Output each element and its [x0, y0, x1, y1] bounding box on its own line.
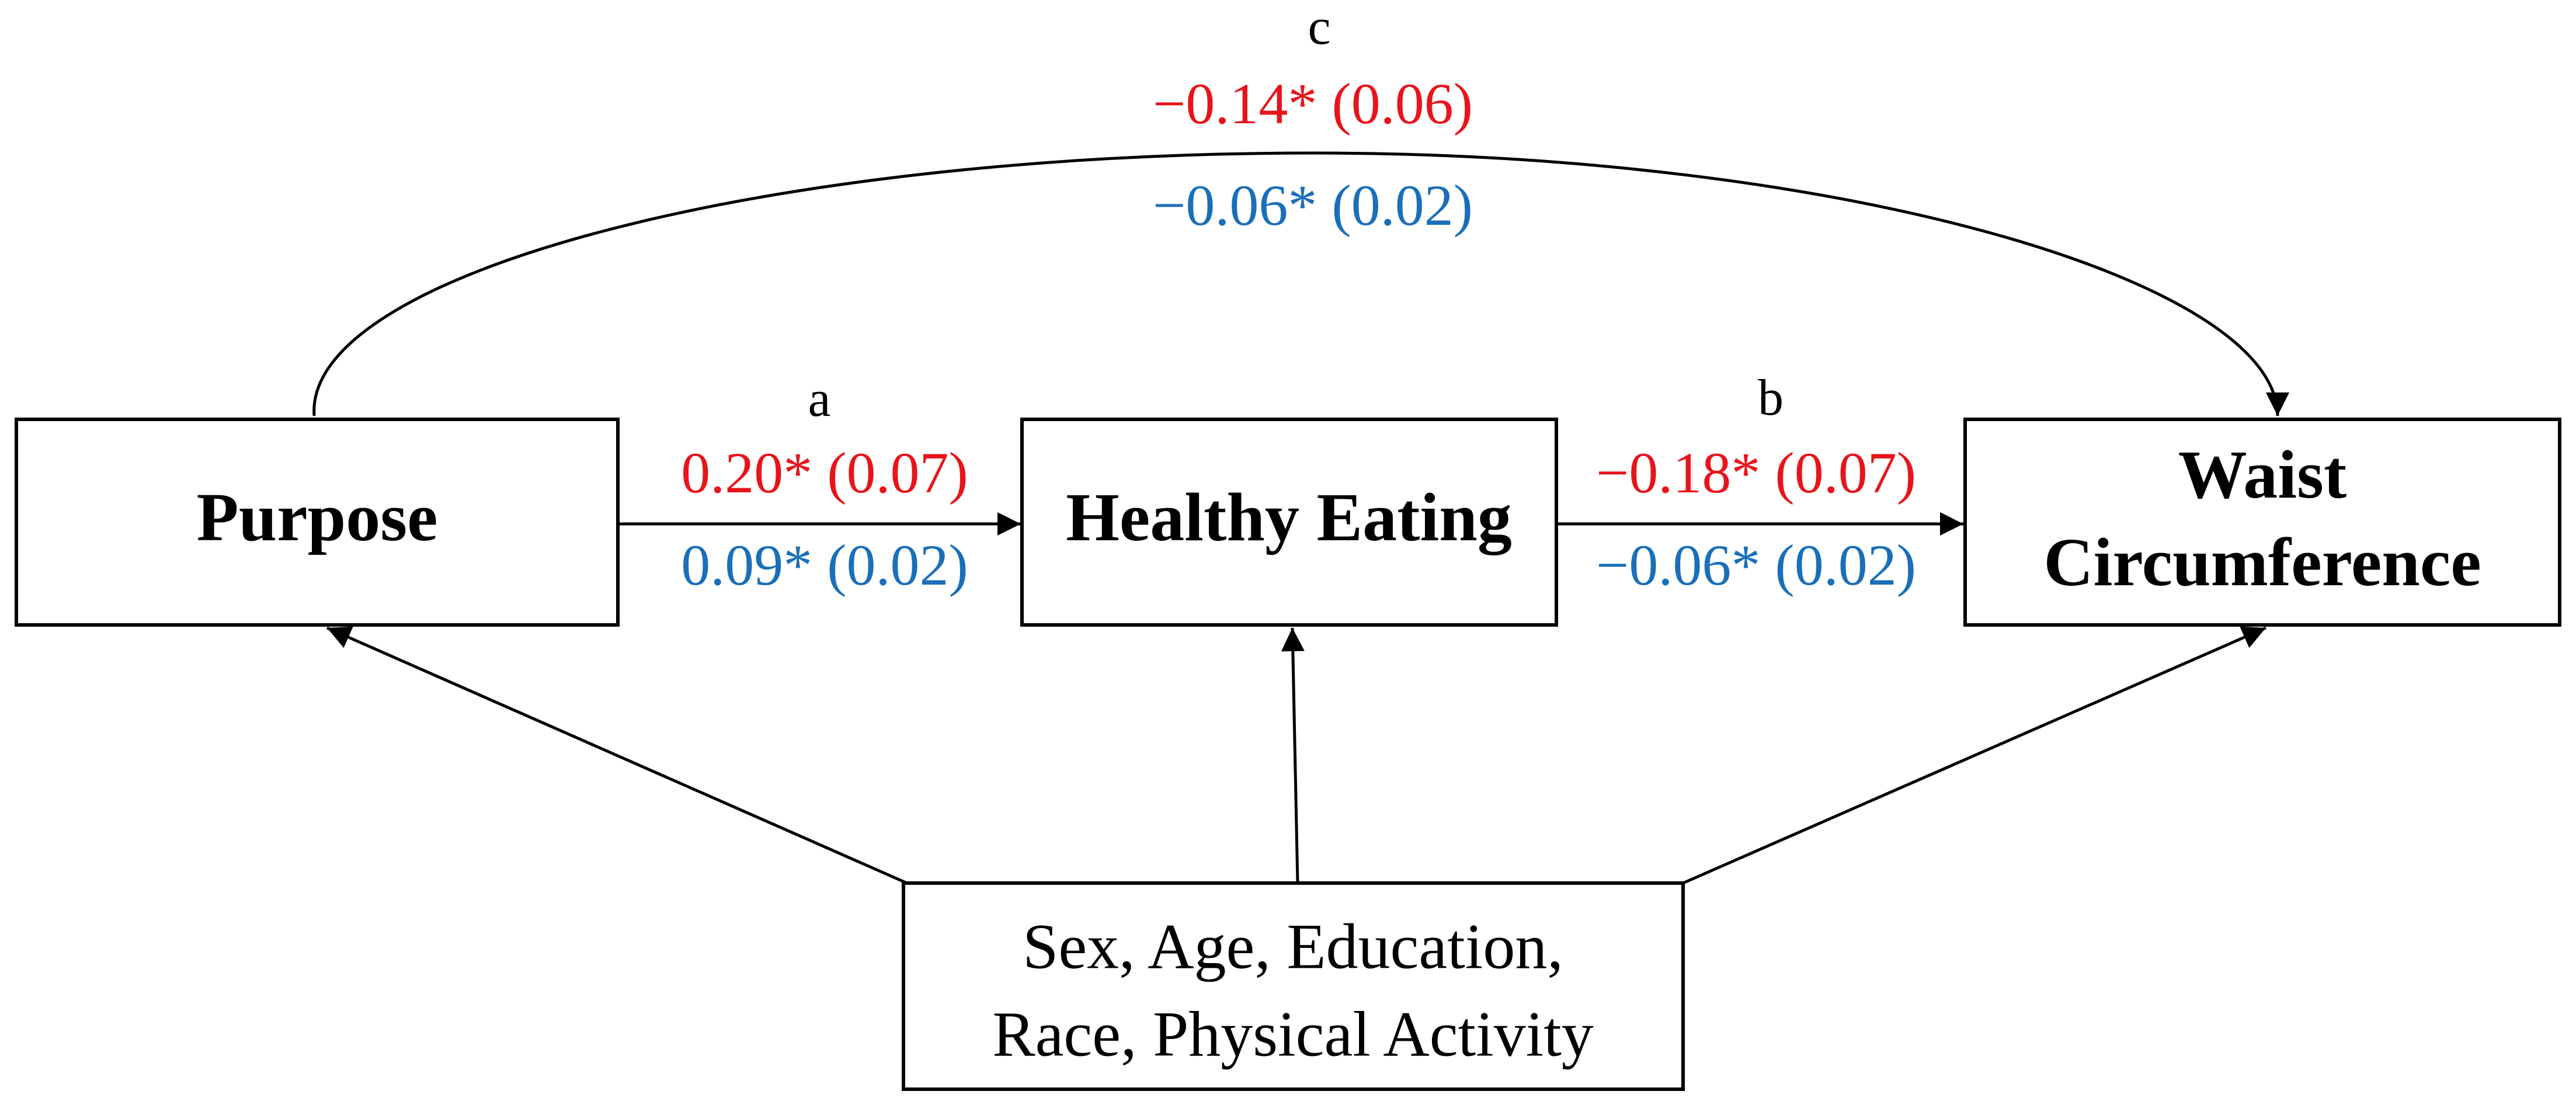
path-b-coef-blue: −0.06* (0.02) — [1596, 533, 1916, 597]
purpose-box: Purpose — [15, 418, 620, 627]
path-c-curve — [312, 151, 2289, 416]
covariates-to-purpose-arrow — [326, 626, 908, 885]
path-b-letter: b — [1758, 370, 1784, 426]
path-c-letter: c — [1308, 0, 1330, 55]
covariates-to-healthy-eating-arrow — [1281, 627, 1305, 884]
healthy-eating-box: Healthy Eating — [1020, 418, 1558, 627]
waist-label-line2: Circumference — [2043, 524, 2481, 600]
path-c-coef-red: −0.14* (0.06) — [1153, 71, 1473, 136]
covariates-box: Sex, Age, Education, Race, Physical Acti… — [902, 881, 1685, 1091]
waist-circumference-box: Waist Circumference — [1963, 418, 2561, 627]
covariates-label-line1: Sex, Age, Education, — [1023, 911, 1563, 982]
purpose-label: Purpose — [197, 479, 438, 555]
path-c-coef-blue: −0.06* (0.02) — [1153, 173, 1473, 238]
path-a-letter: a — [808, 371, 830, 428]
covariates-to-waist-arrow — [1682, 626, 2267, 885]
path-a-coef-blue: 0.09* (0.02) — [681, 533, 968, 597]
path-a-coef-red: 0.20* (0.07) — [681, 440, 968, 505]
waist-label-line1: Waist — [2178, 436, 2347, 513]
covariates-label-line2: Race, Physical Activity — [992, 998, 1594, 1069]
path-b-coef-red: −0.18* (0.07) — [1596, 440, 1916, 505]
healthy-eating-label: Healthy Eating — [1066, 479, 1512, 555]
